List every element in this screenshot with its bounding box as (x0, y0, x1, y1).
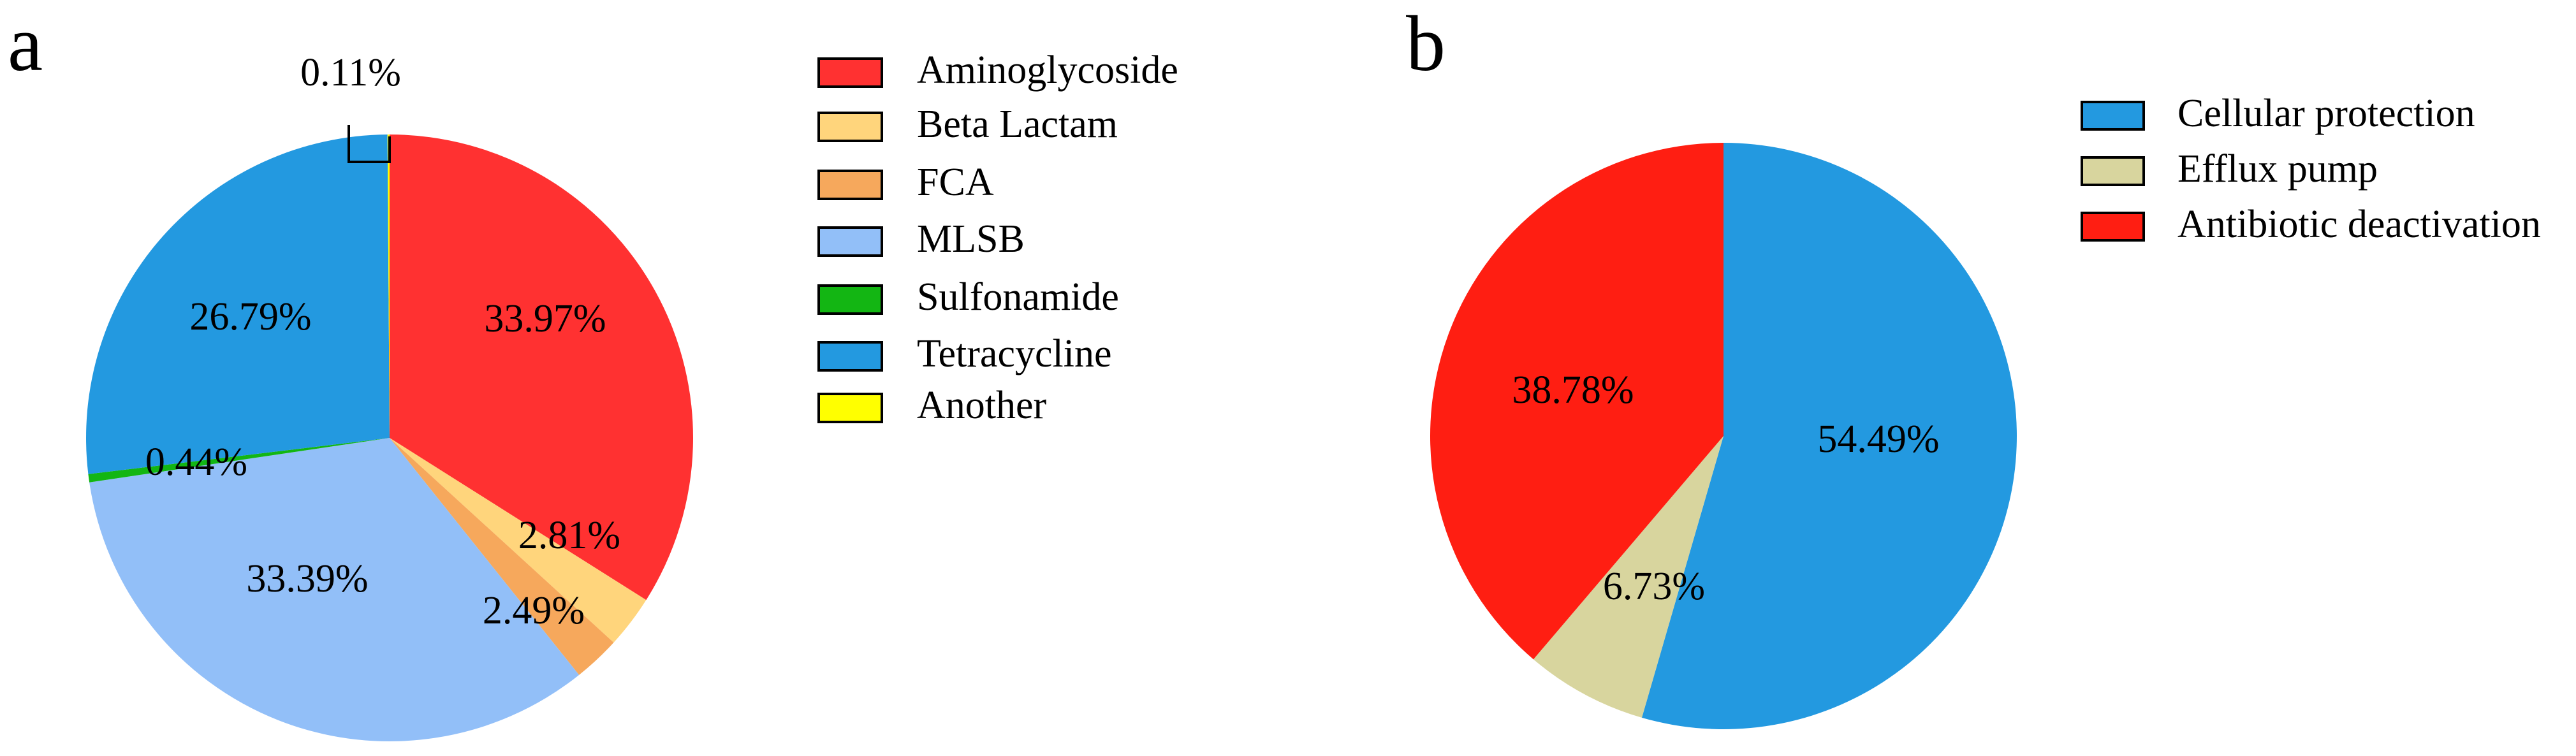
legend-swatch-beta-lactam (817, 112, 883, 142)
legend-item-beta-lactam: Beta Lactam (817, 103, 1118, 146)
legend-swatch-antibiotic-deactivation (2081, 212, 2145, 242)
pie-b-slices (1430, 143, 2017, 729)
pie-slice-cellular-protection (1641, 143, 2017, 729)
legend-swatch-another (817, 393, 883, 423)
legend-item-aminoglycoside: Aminoglycoside (817, 48, 1178, 92)
slice-label-another: 0.11% (300, 51, 401, 94)
legend-label-aminoglycoside: Aminoglycoside (917, 48, 1178, 92)
legend-item-efflux-pump: Efflux pump (2081, 147, 2378, 191)
legend-label-cellular-protection: Cellular protection (2177, 92, 2475, 135)
legend-item-mlsb: MLSB (817, 217, 1025, 261)
legend-swatch-cellular-protection (2081, 101, 2145, 131)
legend-label-antibiotic-deactivation: Antibiotic deactivation (2177, 203, 2541, 246)
pie-chart-a: a 33.97% 2.81% 2.49% 33.39% 0.44% 26.79%… (8, 0, 1178, 741)
legend-item-another: Another (817, 384, 1047, 427)
slice-label-aminoglycoside: 33.97% (484, 297, 606, 340)
legend-a: Aminoglycoside Beta Lactam FCA MLSB Sulf… (817, 48, 1178, 427)
slice-label-efflux-pump: 6.73% (1603, 565, 1705, 608)
legend-item-tetracycline: Tetracycline (817, 332, 1111, 375)
legend-label-fca: FCA (917, 161, 994, 204)
slice-label-cellular-protection: 54.49% (1817, 418, 1939, 461)
legend-item-sulfonamide: Sulfonamide (817, 275, 1119, 319)
panel-label-a: a (8, 0, 43, 87)
slice-label-beta-lactam: 2.81% (518, 514, 620, 557)
slice-label-antibiotic-deactivation: 38.78% (1512, 368, 1634, 412)
pie-slice-beta-lactam (390, 438, 647, 643)
legend-label-efflux-pump: Efflux pump (2177, 147, 2378, 191)
legend-item-fca: FCA (817, 161, 994, 204)
panel-label-b: b (1406, 0, 1445, 87)
legend-swatch-fca (817, 170, 883, 200)
legend-swatch-aminoglycoside (817, 57, 883, 88)
pie-slice-efflux-pump (1533, 436, 1723, 718)
pie-chart-b: b 54.49% 6.73% 38.78% Cellular protectio… (1406, 0, 2541, 729)
slice-label-tetracycline: 26.79% (189, 295, 311, 338)
legend-item-antibiotic-deactivation: Antibiotic deactivation (2081, 203, 2541, 246)
legend-label-beta-lactam: Beta Lactam (917, 103, 1118, 146)
pie-a-slices (86, 134, 694, 741)
legend-swatch-tetracycline (817, 341, 883, 372)
pie-slice-antibiotic-deactivation (1430, 143, 1723, 660)
pie-slice-tetracycline (86, 134, 390, 474)
slice-labels-b: 54.49% 6.73% 38.78% (1512, 368, 1939, 608)
legend-item-cellular-protection: Cellular protection (2081, 92, 2475, 135)
pie-slice-mlsb (89, 438, 580, 741)
legend-label-sulfonamide: Sulfonamide (917, 275, 1119, 319)
slice-label-fca: 2.49% (483, 589, 585, 632)
pie-slice-aminoglycoside (390, 134, 694, 600)
slice-labels-a: 33.97% 2.81% 2.49% 33.39% 0.44% 26.79% 0… (145, 51, 620, 632)
legend-swatch-sulfonamide (817, 284, 883, 315)
callout-line-another (348, 125, 391, 163)
legend-swatch-efflux-pump (2081, 156, 2145, 186)
legend-label-mlsb: MLSB (917, 217, 1025, 261)
legend-swatch-mlsb (817, 226, 883, 257)
slice-label-sulfonamide: 0.44% (145, 440, 247, 484)
legend-label-another: Another (917, 384, 1047, 427)
pie-slice-sulfonamide (88, 438, 390, 483)
slice-label-mlsb: 33.39% (246, 557, 368, 600)
pie-slice-another (387, 134, 390, 438)
legend-b: Cellular protection Efflux pump Antibiot… (2081, 92, 2541, 246)
legend-label-tetracycline: Tetracycline (917, 332, 1111, 375)
pie-slice-fca (390, 438, 614, 675)
